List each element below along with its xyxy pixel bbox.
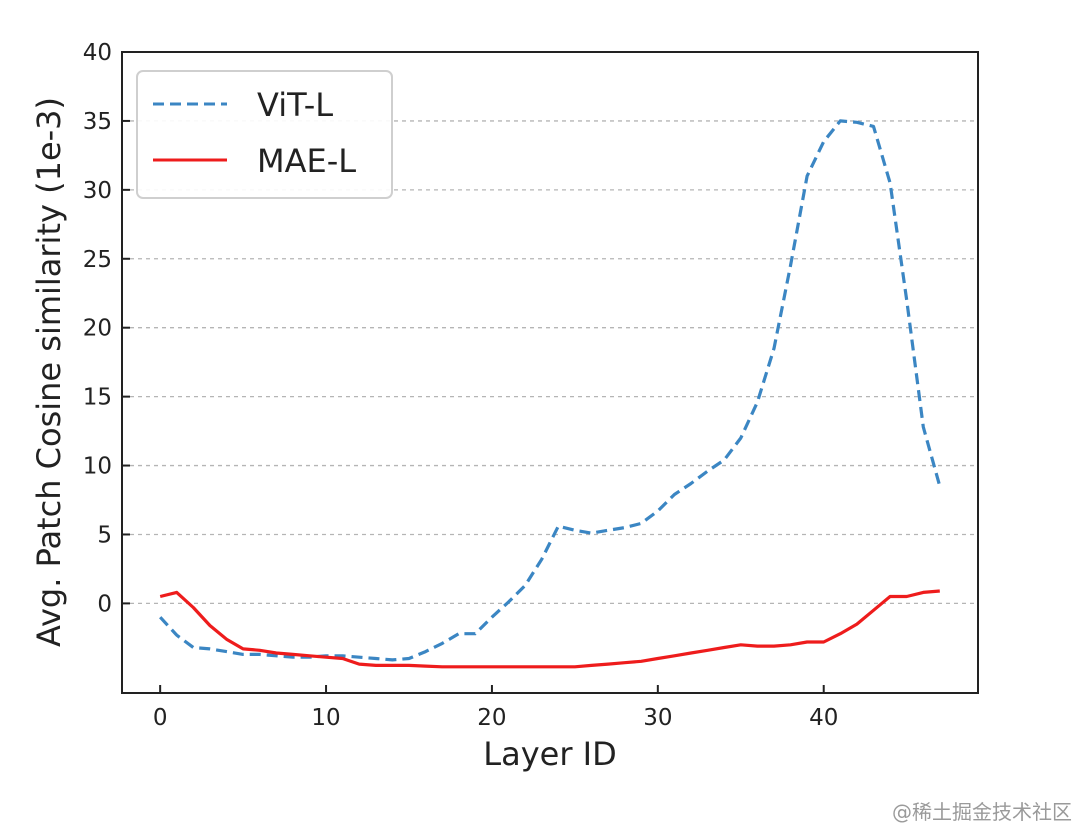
y-tick-label-20: 20	[83, 316, 112, 342]
x-axis-title: Layer ID	[483, 735, 616, 773]
x-tick-label-20: 20	[477, 705, 506, 731]
series-line-mae-l	[159, 589, 940, 669]
grid-lines	[122, 120, 978, 605]
series-line-vit-l	[159, 119, 942, 662]
x-tick-label-30: 30	[643, 705, 672, 731]
y-tick-label-10: 10	[83, 454, 112, 480]
watermark: @稀土掘金技术社区	[892, 800, 1072, 824]
x-tick-label-0: 0	[153, 705, 168, 731]
x-tick-label-40: 40	[809, 705, 838, 731]
legend: ViT-L MAE-L	[136, 70, 393, 199]
legend-label-vit-l: ViT-L	[257, 86, 333, 124]
legend-box	[136, 70, 393, 199]
x-tick-label-10: 10	[311, 705, 340, 731]
y-tick-label-0: 0	[97, 591, 112, 617]
y-tick-label-40: 40	[83, 40, 112, 66]
y-axis-title: Avg. Patch Cosine similarity (1e-3)	[30, 97, 68, 647]
y-tick-label-5: 5	[97, 522, 112, 548]
axis-ticks: 0 5 10 15 20 25 30 35 40 0 10 20 30 40	[83, 40, 839, 731]
legend-label-mae-l: MAE-L	[257, 142, 356, 180]
y-tick-label-15: 15	[83, 385, 112, 411]
y-tick-label-35: 35	[83, 109, 112, 135]
series-lines	[159, 119, 942, 669]
y-tick-label-25: 25	[83, 247, 112, 273]
plot-frame	[121, 51, 979, 694]
y-tick-label-30: 30	[83, 178, 112, 204]
